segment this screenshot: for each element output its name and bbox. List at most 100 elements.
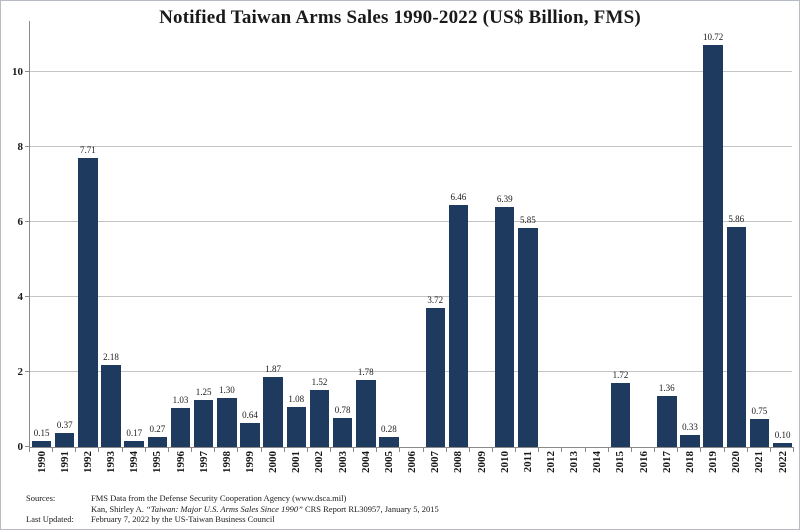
x-axis-tick bbox=[121, 447, 123, 452]
last-updated-row: Last Updated: February 7, 2022 by the US… bbox=[26, 514, 789, 525]
x-axis-year-label-2006: 2006 bbox=[406, 451, 419, 473]
bar-2018 bbox=[680, 434, 700, 447]
source-line-1: FMS Data from the Defense Security Coope… bbox=[91, 493, 347, 503]
bar-group-1998: 1.30 1998 bbox=[215, 21, 238, 473]
bar-value-label-2020: 5.86 bbox=[728, 214, 745, 225]
bar-group-2012: 2012 bbox=[539, 21, 562, 473]
bar-2011 bbox=[518, 227, 538, 447]
source-line-2-suffix: CRS Report RL30957, January 5, 2015 bbox=[302, 503, 439, 514]
bar-group-2019: 10.72 2019 bbox=[702, 21, 725, 473]
x-axis-tick bbox=[422, 447, 424, 452]
bar-value-label-2022: 0.10 bbox=[774, 430, 791, 441]
bar-group-2013: 2013 bbox=[563, 21, 586, 473]
bar-group-2014: 2014 bbox=[586, 21, 609, 473]
x-axis-tick bbox=[144, 447, 146, 452]
bar-2019 bbox=[703, 45, 723, 447]
bar-2005 bbox=[379, 436, 399, 447]
y-axis-tick bbox=[25, 446, 30, 447]
x-axis-tick bbox=[52, 447, 54, 452]
bar-2017 bbox=[657, 396, 677, 447]
bar-2022 bbox=[772, 443, 793, 447]
bar-1993 bbox=[101, 365, 121, 447]
bar-value-label-2008: 6.46 bbox=[450, 191, 467, 202]
bar-group-2006: 2006 bbox=[401, 21, 424, 473]
x-axis-year-label-1992: 1992 bbox=[81, 451, 94, 473]
bar-group-2017: 1.36 2017 bbox=[655, 21, 678, 473]
x-axis-year-label-2018: 2018 bbox=[683, 451, 696, 473]
x-axis-year-label-1994: 1994 bbox=[128, 451, 141, 473]
x-axis-tick bbox=[746, 447, 748, 452]
bar-group-1995: 0.27 1995 bbox=[146, 21, 169, 473]
x-axis-year-label-2011: 2011 bbox=[521, 451, 534, 473]
x-axis-year-label-2008: 2008 bbox=[452, 451, 465, 473]
bar-2008 bbox=[448, 204, 469, 447]
bar-group-2008: 6.46 2008 bbox=[447, 21, 470, 473]
x-axis-tick bbox=[237, 447, 239, 452]
x-axis-year-label-2010: 2010 bbox=[498, 451, 511, 473]
x-axis-tick bbox=[515, 447, 517, 452]
bar-1992 bbox=[78, 157, 98, 447]
y-axis-tick bbox=[25, 296, 30, 297]
bar-value-label-1991: 0.37 bbox=[56, 420, 73, 431]
bar-value-label-1990: 0.15 bbox=[33, 428, 50, 439]
bar-value-label-2019: 10.72 bbox=[702, 32, 724, 42]
bar-value-label-1997: 1.25 bbox=[195, 387, 212, 398]
bar-group-2002: 1.52 2002 bbox=[308, 21, 331, 473]
last-updated-label: Last Updated: bbox=[26, 514, 74, 524]
bar-group-1997: 1.25 1997 bbox=[192, 21, 215, 473]
x-axis-year-label-2012: 2012 bbox=[545, 451, 558, 473]
x-axis-year-label-2013: 2013 bbox=[568, 451, 581, 473]
gridline-y-8 bbox=[30, 146, 792, 147]
bar-2004 bbox=[356, 380, 376, 447]
y-tick-label: 0 bbox=[17, 441, 24, 453]
chart-title: Notified Taiwan Arms Sales 1990-2022 (US… bbox=[159, 7, 641, 28]
bar-1990 bbox=[31, 441, 52, 447]
x-axis-year-label-2014: 2014 bbox=[591, 451, 604, 473]
bar-group-2003: 0.78 2003 bbox=[331, 21, 354, 473]
x-axis-tick bbox=[445, 447, 447, 452]
x-axis-year-label-2005: 2005 bbox=[382, 451, 395, 473]
x-axis-year-label-1999: 1999 bbox=[243, 451, 256, 473]
x-axis-tick bbox=[468, 447, 470, 452]
x-axis-year-label-2015: 2015 bbox=[614, 451, 627, 473]
x-axis-tick bbox=[677, 447, 679, 452]
bar-1997 bbox=[193, 400, 214, 447]
source-line-2-prefix: Kan, Shirley A. bbox=[91, 503, 147, 514]
x-axis-tick bbox=[492, 447, 494, 452]
x-axis-tick bbox=[191, 447, 193, 452]
x-axis-year-label-1998: 1998 bbox=[220, 451, 233, 473]
x-axis-year-label-2007: 2007 bbox=[429, 451, 442, 473]
bar-2015 bbox=[610, 382, 631, 447]
bar-1998 bbox=[217, 398, 237, 447]
x-axis-year-label-1990: 1990 bbox=[35, 451, 48, 473]
bar-group-1993: 2.18 1993 bbox=[99, 21, 122, 473]
x-axis-tick bbox=[793, 447, 794, 452]
bar-value-label-2000: 1.87 bbox=[265, 363, 282, 374]
x-axis-tick bbox=[75, 447, 77, 452]
bar-value-label-1992: 7.71 bbox=[80, 144, 96, 155]
x-axis-year-label-2003: 2003 bbox=[336, 451, 349, 473]
bar-value-label-1995: 0.27 bbox=[149, 423, 166, 434]
bar-value-label-1994: 0.17 bbox=[126, 427, 143, 438]
sources-label: Sources: bbox=[26, 493, 56, 503]
x-axis-year-label-1997: 1997 bbox=[197, 451, 210, 473]
bar-group-1994: 0.17 1994 bbox=[123, 21, 146, 473]
bar-value-label-2004: 1.78 bbox=[357, 367, 374, 378]
x-axis-year-label-2017: 2017 bbox=[660, 451, 673, 473]
bar-group-2005: 0.28 2005 bbox=[377, 21, 400, 473]
y-axis-tick bbox=[25, 371, 30, 372]
x-axis-year-label-2004: 2004 bbox=[359, 451, 372, 473]
x-axis-year-label-2021: 2021 bbox=[753, 451, 766, 473]
x-axis-tick bbox=[561, 447, 563, 452]
bar-group-1999: 0.64 1999 bbox=[238, 21, 261, 473]
bar-group-2007: 3.72 2007 bbox=[424, 21, 447, 473]
x-axis-year-label-2000: 2000 bbox=[267, 451, 280, 473]
gridline-y-2 bbox=[30, 371, 792, 372]
bar-value-label-1996: 1.03 bbox=[172, 395, 189, 406]
bar-value-label-2010: 6.39 bbox=[496, 194, 513, 205]
bar-group-2022: 0.10 2022 bbox=[771, 21, 794, 473]
x-axis-year-label-1995: 1995 bbox=[151, 451, 164, 473]
bar-1996 bbox=[170, 408, 191, 447]
bar-1999 bbox=[240, 423, 260, 447]
